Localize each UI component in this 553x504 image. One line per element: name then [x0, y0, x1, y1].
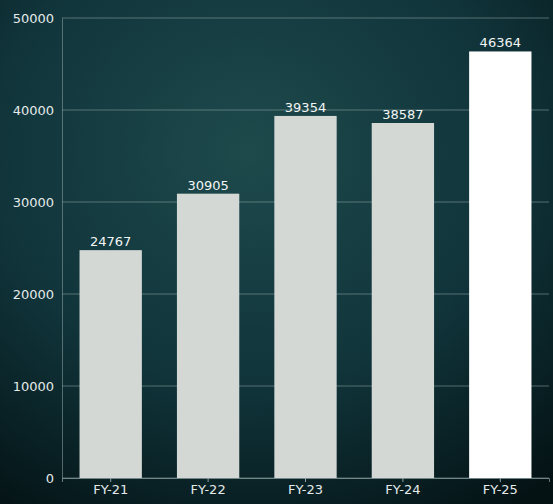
bars — [80, 51, 532, 478]
x-tick-label: FY-24 — [385, 482, 420, 497]
bar — [372, 123, 434, 478]
bar — [80, 250, 142, 478]
data-label: 46364 — [480, 35, 521, 50]
data-labels: 24767 30905 39354 38587 46364 — [90, 35, 521, 249]
plot: 01000020000300004000050000FY-21FY-22FY-2… — [13, 11, 550, 498]
y-tick: 10000 — [13, 379, 62, 394]
y-axis-line — [62, 19, 63, 479]
bar — [274, 116, 336, 478]
chart: 01000020000300004000050000FY-21FY-22FY-2… — [0, 0, 553, 504]
x-tick-label: FY-25 — [483, 482, 518, 497]
data-label: 38587 — [382, 107, 423, 122]
x-tick-label: FY-23 — [288, 482, 323, 497]
y-tick-label: 30000 — [13, 195, 54, 210]
data-label: 30905 — [187, 178, 228, 193]
y-axis: 0 10000 20000 30000 40000 50000 — [13, 11, 63, 486]
background — [0, 0, 553, 504]
y-tick: 30000 — [13, 195, 62, 210]
y-tick-label: 40000 — [13, 103, 54, 118]
x-tick-label: FY-22 — [191, 482, 226, 497]
x-tick: FY-22 — [191, 478, 226, 497]
y-tick-label: 0 — [46, 471, 54, 486]
y-tick: 40000 — [13, 103, 62, 118]
x-axis: FY-21 FY-22 FY-23 FY-24 FY-25 — [63, 478, 550, 497]
y-tick: 50000 — [13, 11, 62, 26]
x-tick: FY-25 — [483, 478, 518, 497]
x-tick: FY-21 — [93, 478, 128, 497]
x-tick: FY-24 — [385, 478, 420, 497]
grid-line — [62, 18, 549, 19]
data-label: 24767 — [90, 234, 131, 249]
y-tick-label: 20000 — [13, 287, 54, 302]
data-label: 39354 — [285, 100, 326, 115]
x-tick: FY-23 — [288, 478, 323, 497]
y-tick-label: 50000 — [13, 11, 54, 26]
x-tick-label: FY-21 — [93, 482, 128, 497]
grid — [62, 18, 549, 478]
y-tick: 0 — [46, 471, 62, 486]
y-tick-label: 10000 — [13, 379, 54, 394]
y-tick: 20000 — [13, 287, 62, 302]
bar — [177, 194, 239, 478]
bar — [469, 51, 531, 478]
